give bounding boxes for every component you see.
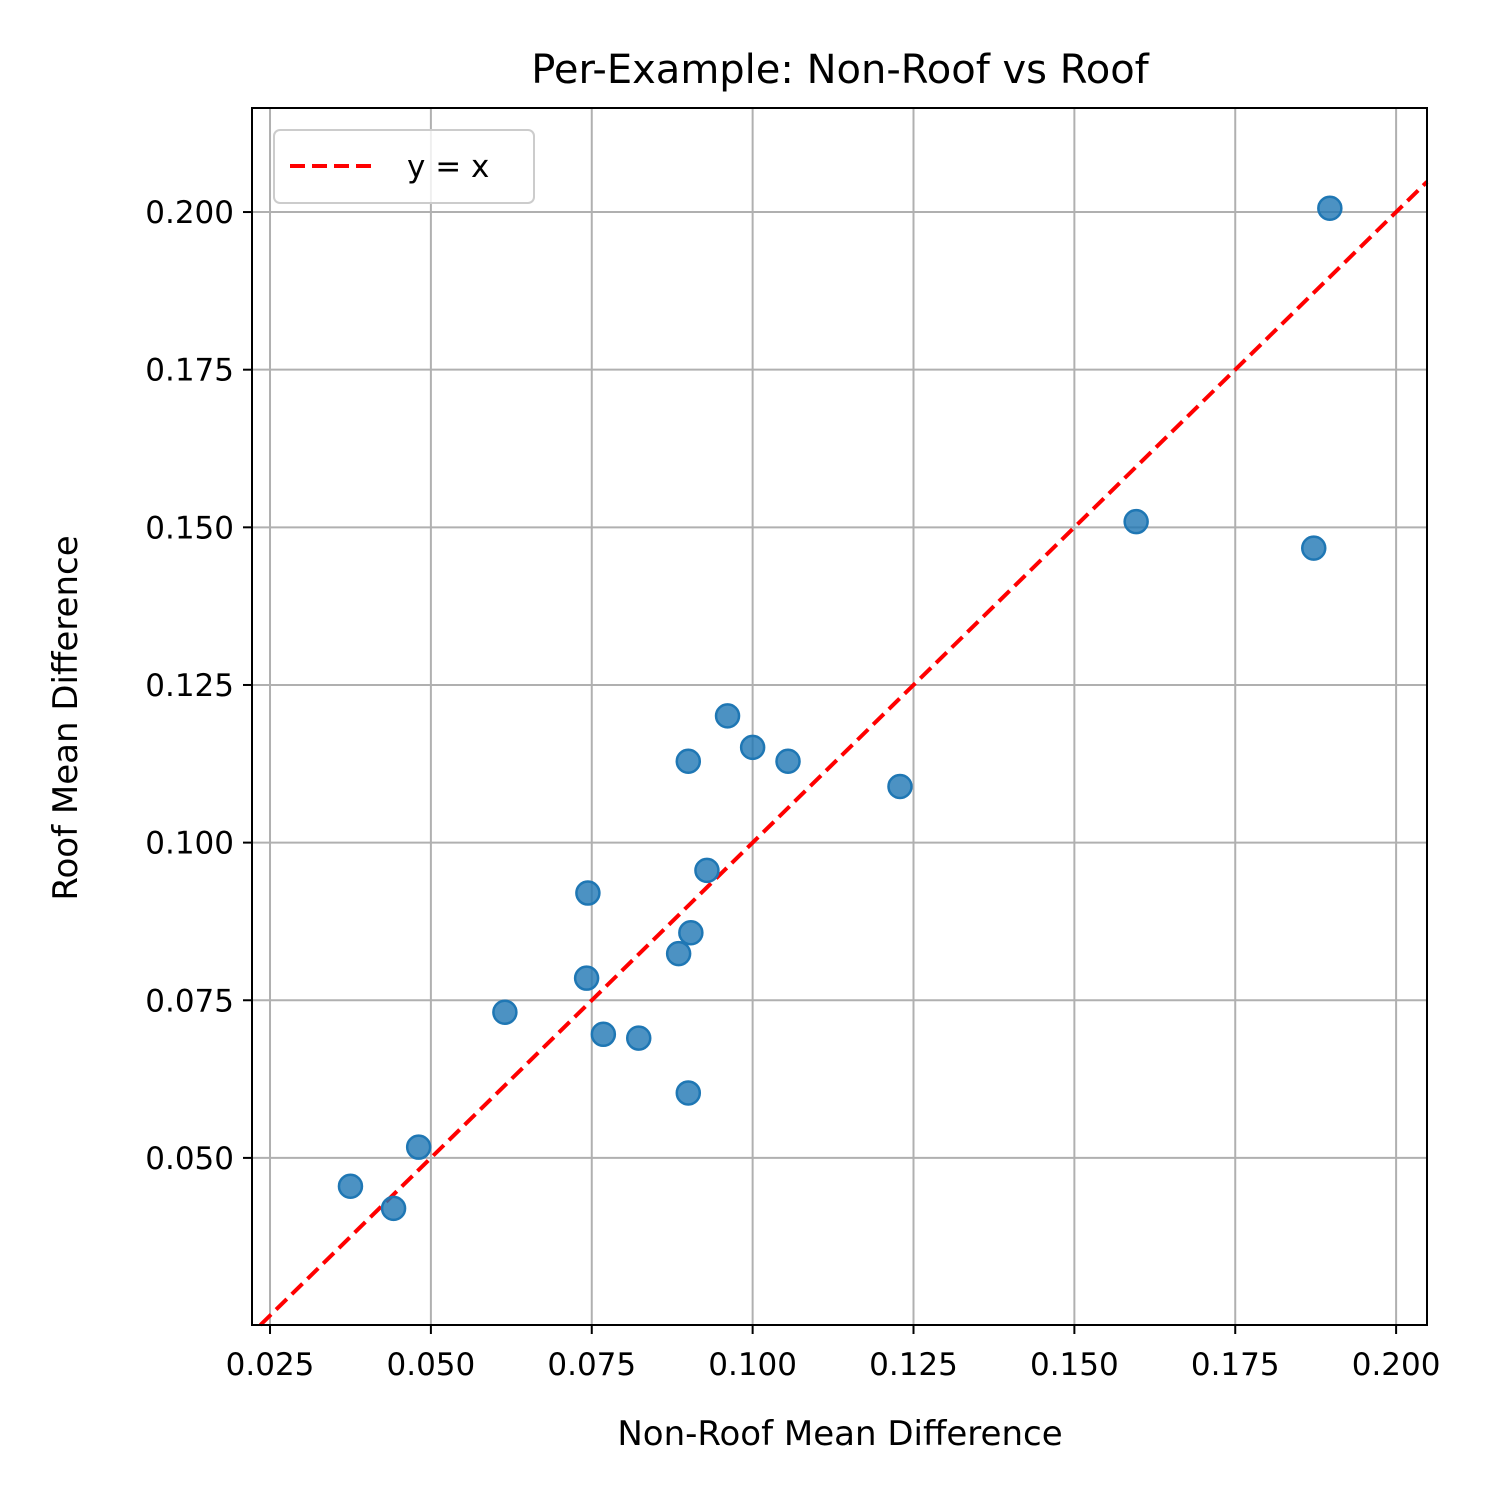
- legend-entry-label: y = x: [407, 149, 489, 185]
- data-point: [675, 1080, 702, 1106]
- x-axis-label: Non-Roof Mean Difference: [617, 1414, 1062, 1454]
- data-point: [1300, 535, 1327, 561]
- data-point: [775, 748, 801, 775]
- data-point: [714, 703, 741, 729]
- plot-frame: [251, 107, 1428, 1326]
- x-tick-label: 0.175: [1191, 1347, 1280, 1383]
- data-point: [575, 880, 601, 906]
- x-tick-label: 0.125: [869, 1347, 958, 1383]
- data-point: [337, 1173, 364, 1200]
- data-point: [405, 1134, 432, 1160]
- reference-line-y-equals-x: [258, 180, 1429, 1327]
- y-tick-label: 0.150: [145, 510, 234, 546]
- y-tick-label: 0.125: [145, 668, 234, 704]
- data-point: [1317, 195, 1343, 222]
- y-tick-label: 0.200: [145, 195, 234, 231]
- legend: y = x: [273, 129, 535, 204]
- legend-box: [273, 129, 535, 204]
- x-tick-label: 0.150: [1030, 1347, 1119, 1383]
- data-points: [337, 195, 1343, 1222]
- x-tick-label: 0.025: [226, 1347, 315, 1383]
- data-point: [675, 748, 702, 775]
- reference-line-layer: [258, 180, 1429, 1327]
- data-point: [1123, 508, 1149, 535]
- x-tick-label: 0.050: [387, 1347, 476, 1383]
- x-tick-label: 0.075: [547, 1347, 636, 1383]
- data-point: [380, 1195, 407, 1222]
- y-tick-label: 0.100: [145, 826, 234, 862]
- grid-lines: [252, 108, 1427, 1325]
- y-tick-label: 0.175: [145, 353, 234, 389]
- y-tick-label: 0.075: [145, 983, 234, 1019]
- data-point: [590, 1021, 617, 1048]
- data-point: [887, 773, 913, 800]
- data-point: [739, 734, 766, 761]
- y-tick-label: 0.050: [145, 1141, 234, 1177]
- data-point: [625, 1025, 652, 1051]
- x-tick-label: 0.100: [708, 1347, 797, 1383]
- chart-title: Per-Example: Non-Roof vs Roof: [531, 47, 1149, 93]
- data-point: [678, 920, 704, 946]
- data-point: [492, 999, 518, 1025]
- data-point: [694, 857, 720, 884]
- axis-ticks: 0.025 0.050 0.075 0.100 0.125 0.150 0.175 0.200…: [145, 195, 1440, 1383]
- y-axis-label: Roof Mean Difference: [46, 535, 86, 900]
- data-point: [665, 940, 692, 967]
- x-tick-label: 0.200: [1352, 1347, 1441, 1383]
- data-point: [573, 965, 600, 991]
